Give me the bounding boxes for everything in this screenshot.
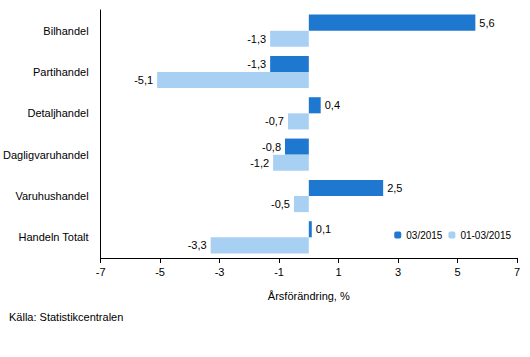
svg-text:-3: -3 [215, 266, 225, 278]
svg-text:-5: -5 [155, 266, 165, 278]
svg-text:0,1: 0,1 [316, 223, 331, 235]
svg-text:Dagligvaruhandel: Dagligvaruhandel [3, 149, 89, 161]
svg-text:3: 3 [395, 266, 401, 278]
svg-text:-1,3: -1,3 [247, 33, 266, 45]
svg-text:-0,8: -0,8 [262, 141, 281, 153]
svg-text:5: 5 [454, 266, 460, 278]
svg-text:Källa: Statistikcentralen: Källa: Statistikcentralen [9, 311, 123, 323]
svg-text:0,4: 0,4 [325, 99, 340, 111]
svg-text:03/2015: 03/2015 [406, 230, 443, 241]
svg-text:Detaljhandel: Detaljhandel [27, 107, 88, 119]
svg-text:5,6: 5,6 [479, 17, 494, 29]
svg-text:-0,7: -0,7 [265, 115, 284, 127]
svg-text:Årsförändring, %: Årsförändring, % [268, 290, 350, 302]
svg-text:-1: -1 [274, 266, 284, 278]
svg-text:-3,3: -3,3 [188, 239, 207, 251]
svg-text:-1,3: -1,3 [247, 58, 266, 70]
svg-text:2,5: 2,5 [387, 182, 402, 194]
svg-text:7: 7 [514, 266, 520, 278]
svg-text:-7: -7 [96, 266, 106, 278]
svg-text:01-03/2015: 01-03/2015 [460, 230, 511, 241]
svg-text:1: 1 [335, 266, 341, 278]
svg-text:-5,1: -5,1 [134, 74, 153, 86]
svg-text:Bilhandel: Bilhandel [43, 25, 88, 37]
svg-text:Varuhushandel: Varuhushandel [15, 190, 88, 202]
svg-text:Handeln Totalt: Handeln Totalt [18, 231, 88, 243]
svg-text:Partihandel: Partihandel [33, 66, 89, 78]
svg-text:-1,2: -1,2 [250, 157, 269, 169]
svg-text:-0,5: -0,5 [271, 198, 290, 210]
